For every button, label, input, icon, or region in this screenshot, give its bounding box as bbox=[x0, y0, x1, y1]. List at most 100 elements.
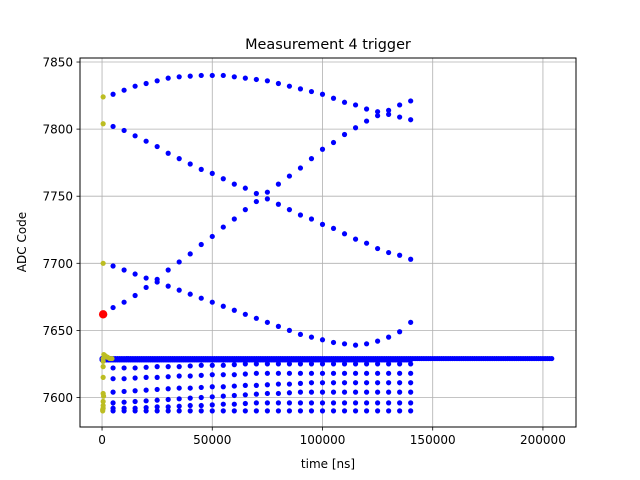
highlight-point bbox=[98, 310, 108, 319]
data-point bbox=[154, 143, 160, 150]
data-point bbox=[176, 396, 182, 402]
data-point bbox=[308, 334, 315, 340]
data-point bbox=[363, 106, 370, 112]
data-point bbox=[352, 408, 359, 414]
data-point bbox=[209, 384, 215, 390]
data-point bbox=[286, 361, 293, 367]
data-point bbox=[408, 370, 414, 376]
data-point bbox=[198, 166, 204, 172]
data-point bbox=[319, 221, 326, 227]
data-point bbox=[176, 385, 182, 391]
data-point bbox=[352, 361, 359, 367]
data-point bbox=[198, 362, 204, 368]
data-point bbox=[132, 408, 138, 414]
data-point bbox=[264, 189, 270, 195]
data-point bbox=[319, 337, 326, 343]
data-point bbox=[165, 386, 171, 392]
data-point bbox=[386, 389, 392, 395]
data-point bbox=[242, 311, 248, 317]
start-point bbox=[100, 94, 106, 100]
data-point bbox=[154, 404, 160, 410]
data-point bbox=[209, 372, 215, 378]
data-point bbox=[375, 408, 381, 414]
data-point bbox=[110, 389, 116, 395]
data-point bbox=[110, 123, 116, 130]
data-point bbox=[209, 72, 215, 79]
start-point bbox=[100, 374, 106, 380]
data-point bbox=[341, 389, 348, 395]
data-point bbox=[386, 111, 392, 117]
data-point bbox=[352, 400, 359, 406]
data-point bbox=[220, 303, 226, 309]
data-point bbox=[397, 114, 403, 120]
y-tick-label: 7850 bbox=[42, 56, 73, 70]
data-point bbox=[187, 363, 193, 369]
data-point bbox=[253, 315, 259, 321]
data-point bbox=[308, 88, 315, 95]
data-point bbox=[275, 408, 281, 414]
y-axis-label: ADC Code bbox=[15, 212, 29, 272]
data-point bbox=[275, 390, 281, 397]
data-point bbox=[308, 156, 315, 162]
data-point bbox=[231, 401, 237, 407]
data-point bbox=[121, 376, 127, 382]
data-point bbox=[198, 72, 204, 79]
data-point bbox=[397, 389, 403, 395]
start-point bbox=[100, 121, 106, 127]
data-point bbox=[231, 408, 237, 414]
data-point bbox=[363, 400, 370, 406]
data-point bbox=[341, 380, 348, 386]
data-point bbox=[375, 361, 381, 367]
data-point bbox=[363, 341, 370, 347]
data-point bbox=[386, 249, 392, 256]
data-point bbox=[330, 370, 337, 376]
data-point bbox=[375, 380, 381, 386]
data-point bbox=[187, 395, 193, 401]
data-point bbox=[386, 361, 392, 367]
data-point bbox=[330, 389, 337, 395]
data-point bbox=[297, 165, 304, 171]
data-point bbox=[187, 251, 193, 257]
data-point bbox=[308, 408, 315, 414]
data-point bbox=[231, 181, 237, 187]
data-point bbox=[397, 252, 403, 258]
data-point bbox=[176, 408, 182, 414]
data-point bbox=[176, 74, 182, 80]
data-point bbox=[330, 400, 337, 406]
data-point bbox=[341, 99, 348, 105]
data-point bbox=[231, 74, 237, 80]
y-tick-label: 7750 bbox=[42, 190, 73, 204]
data-point bbox=[110, 376, 116, 382]
data-point bbox=[165, 283, 171, 289]
data-point bbox=[375, 400, 381, 406]
data-point bbox=[352, 342, 359, 348]
data-point bbox=[275, 181, 281, 187]
data-point bbox=[363, 240, 370, 246]
x-tick-label: 150000 bbox=[410, 433, 456, 447]
start-point bbox=[100, 364, 106, 370]
data-point bbox=[363, 361, 370, 367]
data-point bbox=[352, 236, 359, 242]
data-point bbox=[121, 399, 127, 405]
data-point bbox=[549, 355, 555, 362]
data-point bbox=[275, 201, 281, 207]
data-point bbox=[143, 284, 149, 291]
data-point bbox=[275, 400, 281, 406]
data-point bbox=[209, 362, 215, 368]
data-point bbox=[363, 118, 370, 124]
data-point bbox=[176, 403, 182, 409]
data-point bbox=[397, 102, 403, 108]
data-point bbox=[187, 385, 193, 391]
data-point bbox=[275, 370, 281, 376]
data-point bbox=[110, 400, 116, 406]
data-point bbox=[165, 404, 171, 410]
data-point bbox=[154, 279, 160, 285]
data-point bbox=[231, 392, 237, 399]
data-point bbox=[154, 364, 160, 370]
data-point bbox=[308, 216, 315, 222]
data-point bbox=[231, 307, 237, 313]
start-point bbox=[109, 355, 115, 362]
data-point bbox=[220, 372, 226, 378]
data-point bbox=[154, 374, 160, 380]
